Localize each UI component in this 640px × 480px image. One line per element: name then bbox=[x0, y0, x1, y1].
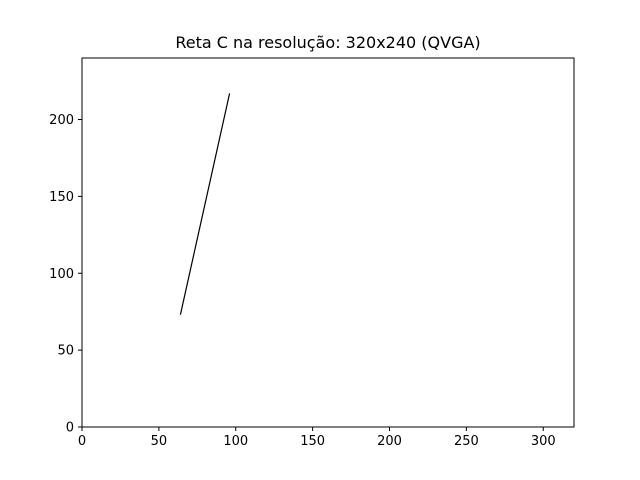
y-tick-label-150: 150 bbox=[49, 190, 74, 205]
y-tick-label-200: 200 bbox=[49, 113, 74, 128]
x-tick-label-250: 250 bbox=[454, 434, 479, 449]
x-tick-label-50: 50 bbox=[151, 434, 168, 449]
x-tick-label-150: 150 bbox=[300, 434, 325, 449]
x-tick-label-0: 0 bbox=[78, 434, 86, 449]
plot-area: 0 50 100 150 200 250 300 0 50 100 150 200 bbox=[49, 57, 575, 449]
y-tick-label-100: 100 bbox=[49, 267, 74, 282]
x-tick-label-100: 100 bbox=[223, 434, 248, 449]
x-tick-label-200: 200 bbox=[377, 434, 402, 449]
axes-frame bbox=[81, 57, 575, 428]
y-tick-label-50: 50 bbox=[57, 344, 74, 359]
series-line-0 bbox=[179, 93, 231, 315]
x-tick-label-300: 300 bbox=[531, 434, 556, 449]
y-tick-label-0: 0 bbox=[66, 421, 74, 436]
chart-title: Reta C na resolução: 320x240 (QVGA) bbox=[175, 33, 480, 52]
